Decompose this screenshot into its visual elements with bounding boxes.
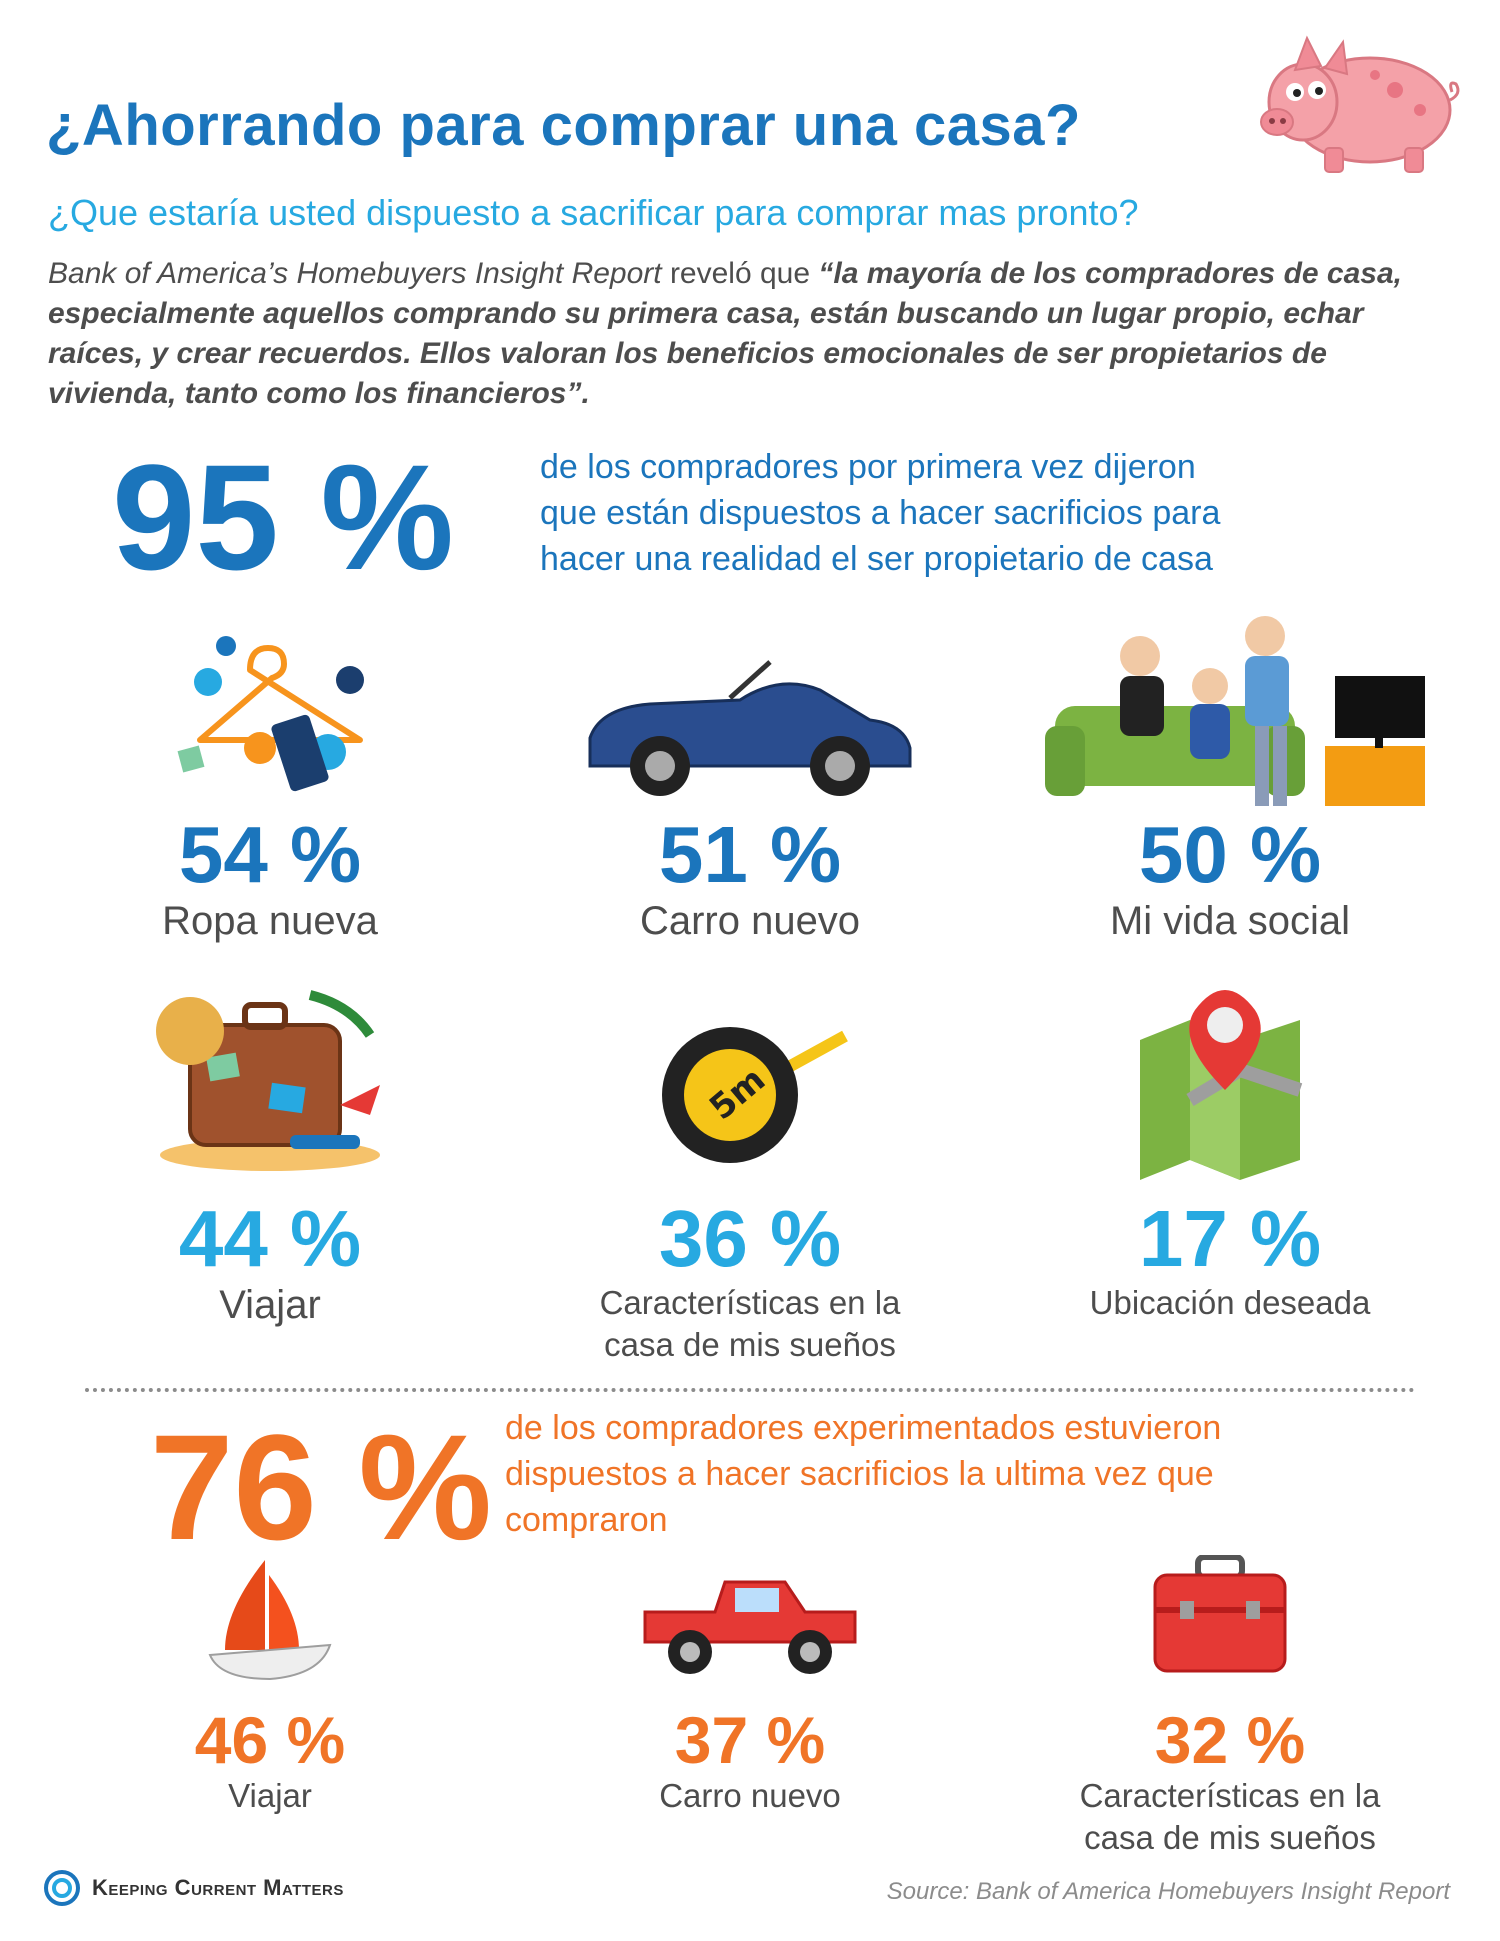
- stat-percent: 50 %: [1138, 810, 1322, 899]
- logo-text: Keeping Current Matters: [92, 1875, 344, 1900]
- intro-revealed: reveló que: [661, 257, 819, 290]
- sailboat-icon: [205, 1555, 335, 1685]
- tape-measure-icon: 5m: [655, 1010, 855, 1170]
- first-time-desc-line2: que están dispuestos a hacer sacrificios…: [540, 494, 1221, 532]
- stat-card-viajar: 44 % Viajar: [40, 1196, 500, 1328]
- stat-label: Viajar: [219, 1283, 321, 1327]
- page-title: ¿Ahorrando para comprar una casa?: [46, 93, 1081, 158]
- first-time-desc-line3: hacer una realidad el ser propietario de…: [540, 540, 1213, 578]
- piggy-bank-icon: [1255, 30, 1465, 180]
- stat-card-vida-social: 50 % Mi vida social: [1000, 812, 1460, 944]
- stat-label: Ropa nueva: [162, 899, 378, 943]
- kcm-swirl-icon: [44, 1870, 80, 1906]
- section-divider: [85, 1388, 1415, 1392]
- intro-source-name: Bank of America’s Homebuyers Insight Rep…: [48, 257, 662, 290]
- stat-percent: 54 %: [178, 810, 362, 899]
- stat-percent: 37 %: [674, 1703, 826, 1777]
- experienced-desc-line1: de los compradores experimentados estuvi…: [505, 1409, 1222, 1447]
- experienced-desc: de los compradores experimentados estuvi…: [505, 1405, 1221, 1543]
- stat-label-line2: casa de mis sueños: [604, 1326, 896, 1363]
- experienced-desc-line3: compraron: [505, 1501, 668, 1539]
- stat-label: Viajar: [228, 1777, 312, 1814]
- page-subtitle: ¿Que estaría usted dispuesto a sacrifica…: [48, 192, 1139, 233]
- stat-percent: 44 %: [178, 1194, 362, 1283]
- stat-percent: 17 %: [1138, 1194, 1322, 1283]
- stat-card-carro-nuevo: 51 % Carro nuevo: [520, 812, 980, 944]
- stat-label: Mi vida social: [1109, 899, 1351, 943]
- intro-paragraph: Bank of America’s Homebuyers Insight Rep…: [48, 254, 1448, 414]
- stat-label: Carro nuevo: [659, 1777, 841, 1814]
- stat-card-ubicacion: 17 % Ubicación deseada: [1000, 1196, 1460, 1324]
- stat-percent: 36 %: [658, 1194, 842, 1283]
- map-pin-icon: [1130, 980, 1310, 1180]
- first-time-desc-line1: de los compradores por primera vez dijer…: [540, 448, 1196, 486]
- stat-label: Carro nuevo: [639, 899, 861, 943]
- intro-quote-part1: “la mayoría de los compradores de casa, …: [48, 257, 1402, 370]
- first-time-stat: 95 %: [112, 433, 454, 601]
- stat-label-line1: Características en la: [1079, 1777, 1381, 1814]
- stat-label-line2: casa de mis sueños: [1084, 1819, 1376, 1856]
- stat-label-line1: Características en la: [599, 1284, 901, 1321]
- source-note: Source: Bank of America Homebuyers Insig…: [886, 1878, 1450, 1905]
- stat-percent: 51 %: [658, 810, 842, 899]
- kcm-logo: Keeping Current Matters: [44, 1870, 344, 1906]
- stat-card-exp-caracteristicas: 32 % Características en la casa de mis s…: [1000, 1705, 1460, 1859]
- suitcase-travel-icon: [150, 985, 390, 1175]
- experienced-stat: 76 %: [150, 1403, 492, 1571]
- clothes-hanger-sale-icon: [160, 630, 390, 800]
- first-time-desc: de los compradores por primera vez dijer…: [540, 444, 1220, 582]
- stat-label: Ubicación deseada: [1089, 1284, 1371, 1321]
- stat-percent: 32 %: [1154, 1703, 1306, 1777]
- stat-card-exp-viajar: 46 % Viajar: [40, 1705, 500, 1817]
- toolbox-icon: [1150, 1555, 1290, 1675]
- experienced-desc-line2: dispuestos a hacer sacrificios la ultima…: [505, 1455, 1214, 1493]
- stat-card-caracteristicas: 36 % Características en la casa de mis s…: [520, 1196, 980, 1366]
- intro-quote-part2: Ellos valoran los beneficios emocionales…: [48, 337, 1327, 410]
- stat-card-exp-carro: 37 % Carro nuevo: [520, 1705, 980, 1817]
- friends-watching-tv-icon: [1045, 596, 1425, 816]
- pickup-truck-icon: [640, 1572, 860, 1682]
- stat-percent: 46 %: [194, 1703, 346, 1777]
- convertible-car-icon: [580, 648, 920, 798]
- stat-card-ropa-nueva: 54 % Ropa nueva: [40, 812, 500, 944]
